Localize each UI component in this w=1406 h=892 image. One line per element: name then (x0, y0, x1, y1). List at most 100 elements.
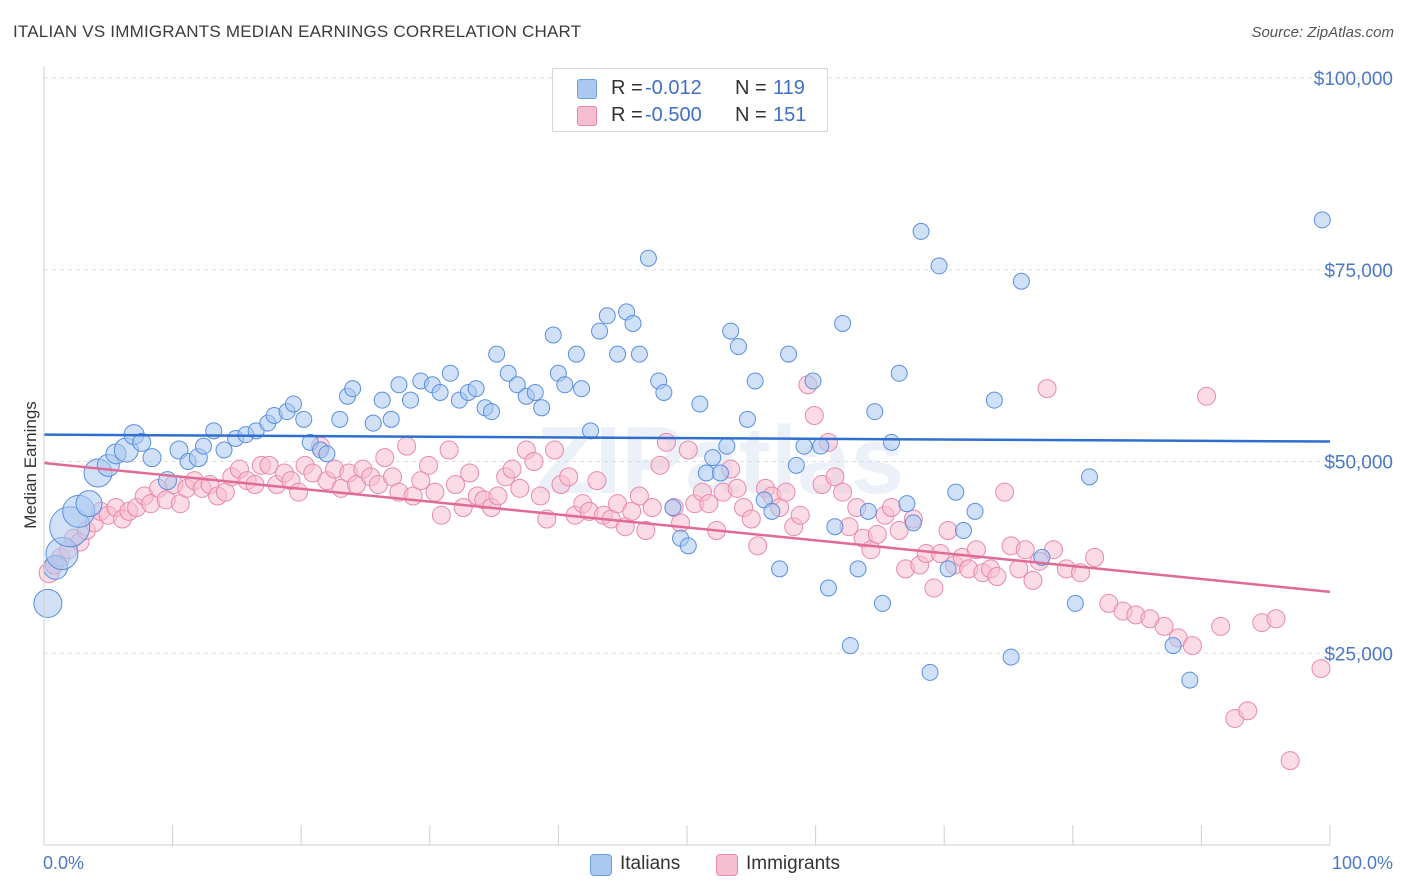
italians-point (912, 222, 930, 240)
italians-point (567, 345, 585, 363)
legend-n-label: N = (735, 77, 767, 99)
italians-point (318, 445, 336, 463)
italians-point (467, 380, 485, 398)
bottom-legend-label-italians: Italians (620, 853, 681, 874)
italians-point (904, 514, 922, 532)
italians-point (890, 364, 908, 382)
italians-point (947, 483, 965, 501)
immigrants-point (1182, 636, 1202, 656)
italians-point (985, 391, 1003, 409)
italians-point (194, 437, 212, 455)
legend-swatch-immigrants (577, 106, 597, 126)
italians-point (544, 326, 562, 344)
y-tick-label: $100,000 (1314, 69, 1393, 90)
italians-point (859, 502, 877, 520)
italians-point (573, 380, 591, 398)
immigrants-point (488, 486, 508, 506)
italians-point (382, 410, 400, 428)
legend-r-value: -0.012 (645, 77, 702, 99)
italians-point (556, 376, 574, 394)
immigrants-point (524, 452, 544, 471)
italians-point (697, 464, 715, 482)
italians-point (898, 495, 916, 513)
grid-lines (44, 77, 1392, 654)
italians-point (718, 437, 736, 455)
italians-point (711, 464, 729, 482)
immigrants-point (995, 482, 1015, 502)
bottom-legend-swatch-immigrants (716, 854, 738, 876)
italians-point (787, 456, 805, 474)
immigrants-point (431, 505, 451, 525)
x-tick-label: 0.0% (43, 853, 84, 873)
legend-r-label: R = (611, 104, 643, 126)
italians-point (921, 663, 939, 681)
italians-point (331, 410, 349, 428)
italians-point (691, 395, 709, 413)
trend-lines (43, 433, 1331, 594)
immigrants-point (629, 486, 649, 506)
italians-point (591, 322, 609, 340)
y-axis-title: Median Earnings (21, 401, 40, 529)
italians-point (1066, 594, 1084, 612)
italians-point (729, 337, 747, 355)
immigrants-point (446, 475, 466, 495)
immigrants-point (656, 432, 676, 452)
y-tick-label: $75,000 (1324, 261, 1393, 282)
italians-point (1164, 637, 1182, 655)
italians-point (402, 391, 420, 409)
immigrants-point (289, 482, 309, 502)
y-tick-label: $50,000 (1324, 453, 1393, 474)
immigrants-point (1311, 659, 1331, 679)
italians-point (722, 322, 740, 340)
italians-point (866, 403, 884, 421)
italians-point (630, 345, 648, 363)
italians-point (533, 399, 551, 417)
immigrants-point (671, 513, 691, 533)
italians-point (431, 383, 449, 401)
italians-point (655, 383, 673, 401)
immigrants-point (938, 521, 958, 541)
legend-row-italians: R = -0.012 N = 119 (553, 75, 827, 101)
x-tick-label: 100.0% (1332, 853, 1393, 873)
italians-point (373, 391, 391, 409)
italians-point (849, 560, 867, 578)
italians-trend-line (43, 433, 1331, 443)
italians-point (679, 537, 697, 555)
immigrants-point (1280, 751, 1300, 771)
immigrants-point (678, 440, 698, 460)
italians-point (624, 314, 642, 332)
italians-point (738, 410, 756, 428)
italians-point (930, 257, 948, 275)
italians-point (804, 372, 822, 390)
italians-point (488, 345, 506, 363)
bottom-legend-swatch-italians (590, 854, 612, 876)
legend-swatch-italians (577, 79, 597, 99)
italians-point (75, 490, 103, 518)
immigrants-point (741, 509, 761, 529)
bottom-legend-label-immigrants: Immigrants (746, 853, 840, 874)
immigrants-point (966, 540, 986, 560)
immigrants-point (1211, 616, 1231, 636)
italians-point (33, 588, 63, 618)
italians-point (526, 383, 544, 401)
legend-row-immigrants: R = -0.500 N = 151 (553, 102, 827, 128)
y-tick-label: $25,000 (1324, 644, 1393, 665)
italians-point (1081, 468, 1099, 486)
immigrants-point (502, 459, 522, 479)
immigrants-point (776, 482, 796, 502)
legend-n-label: N = (735, 104, 767, 126)
immigrants-point (425, 482, 445, 502)
immigrants-point (1197, 386, 1217, 406)
italians-point (746, 372, 764, 390)
italians-point (364, 414, 382, 432)
immigrants-point (833, 482, 853, 502)
italians-point (873, 594, 891, 612)
immigrants-point (867, 524, 887, 544)
immigrants-point (510, 478, 530, 498)
italians-point (499, 364, 517, 382)
italians-point (215, 441, 233, 459)
italians-point (795, 437, 813, 455)
axes: $25,000 $50,000 $75,000 $100,000 0.0% 100.0% (43, 66, 1393, 873)
italians-point (142, 448, 162, 468)
